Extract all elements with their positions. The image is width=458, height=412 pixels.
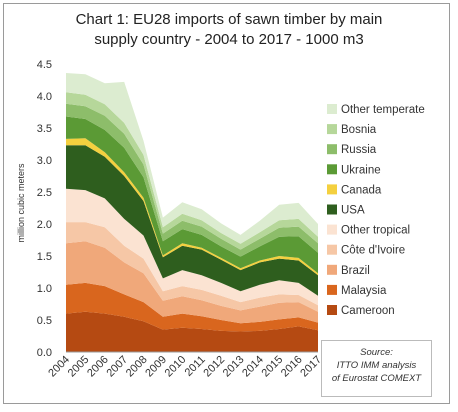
legend-swatch bbox=[327, 144, 337, 155]
chart-title: Chart 1: EU28 imports of sawn timber by … bbox=[0, 10, 458, 50]
area-series-8 bbox=[66, 103, 318, 257]
y-tick-label: 2.0 bbox=[37, 219, 52, 231]
legend-label: Brazil bbox=[341, 265, 370, 277]
source-line-1: Source: bbox=[360, 347, 393, 358]
x-tick-label: 2014 bbox=[240, 354, 266, 380]
legend-label: Other temperate bbox=[341, 104, 425, 116]
x-tick-label: 2013 bbox=[221, 354, 247, 380]
area-series-0 bbox=[66, 311, 318, 352]
legend-label: Canada bbox=[341, 184, 382, 196]
x-tick-label: 2006 bbox=[85, 354, 111, 380]
x-tick-label: 2005 bbox=[66, 354, 92, 380]
legend-swatch bbox=[327, 284, 337, 295]
legend-label: USA bbox=[341, 205, 365, 217]
legend-swatch bbox=[327, 124, 337, 135]
y-tick-label: 3.5 bbox=[37, 123, 52, 135]
legend-label: Côte d'Ivoire bbox=[341, 245, 405, 257]
area-series-1 bbox=[66, 282, 318, 332]
x-tick-label: 2011 bbox=[183, 354, 208, 379]
legend-swatch bbox=[327, 164, 337, 175]
area-series-7 bbox=[66, 116, 318, 274]
x-tick-label: 2016 bbox=[279, 354, 305, 380]
legend-label: Bosnia bbox=[341, 124, 377, 136]
x-tick-label: 2007 bbox=[104, 354, 130, 380]
y-tick-label: 4.5 bbox=[37, 59, 52, 71]
y-tick-label: 3.0 bbox=[37, 155, 52, 167]
area-series-3 bbox=[66, 222, 318, 312]
chart-title-line2: supply country - 2004 to 2017 - 1000 m3 bbox=[94, 31, 364, 48]
y-tick-label: 4.0 bbox=[37, 91, 52, 103]
y-tick-label: 1.5 bbox=[37, 251, 52, 263]
source-box: Source: ITTO IMM analysis of Eurostat CO… bbox=[321, 340, 432, 397]
area-series-9 bbox=[66, 92, 318, 250]
legend-swatch bbox=[327, 244, 337, 255]
legend-swatch bbox=[327, 184, 337, 195]
x-tick-label: 2012 bbox=[201, 354, 227, 380]
x-tick-label: 2015 bbox=[260, 354, 286, 380]
y-tick-label: 1.0 bbox=[37, 283, 52, 295]
area-series-10 bbox=[66, 73, 318, 244]
y-tick-label: 0.0 bbox=[37, 347, 52, 359]
legend-label: Ukraine bbox=[341, 164, 381, 176]
chart-title-line1: Chart 1: EU28 imports of sawn timber by … bbox=[75, 11, 383, 28]
area-series-5 bbox=[66, 145, 318, 296]
legend-label: Cameroon bbox=[341, 305, 395, 317]
legend-swatch bbox=[327, 104, 337, 114]
x-tick-label: 2010 bbox=[163, 354, 189, 380]
y-tick-label: 2.5 bbox=[37, 187, 52, 199]
x-tick-label: 2009 bbox=[143, 354, 169, 380]
legend-swatch bbox=[327, 204, 337, 215]
area-series-4 bbox=[66, 188, 318, 306]
legend-swatch bbox=[327, 264, 337, 275]
legend-label: Russia bbox=[341, 144, 377, 156]
legend-label: Malaysia bbox=[341, 285, 387, 297]
legend-swatch bbox=[327, 224, 337, 235]
source-line-3: of Eurostat COMEXT bbox=[331, 373, 422, 384]
y-tick-label: 0.5 bbox=[37, 315, 52, 327]
source-line-2: ITTO IMM analysis bbox=[336, 360, 417, 371]
x-tick-label: 2008 bbox=[124, 354, 150, 380]
legend-label: Other tropical bbox=[341, 225, 410, 237]
area-series-2 bbox=[66, 241, 318, 324]
legend-swatch bbox=[327, 305, 337, 315]
